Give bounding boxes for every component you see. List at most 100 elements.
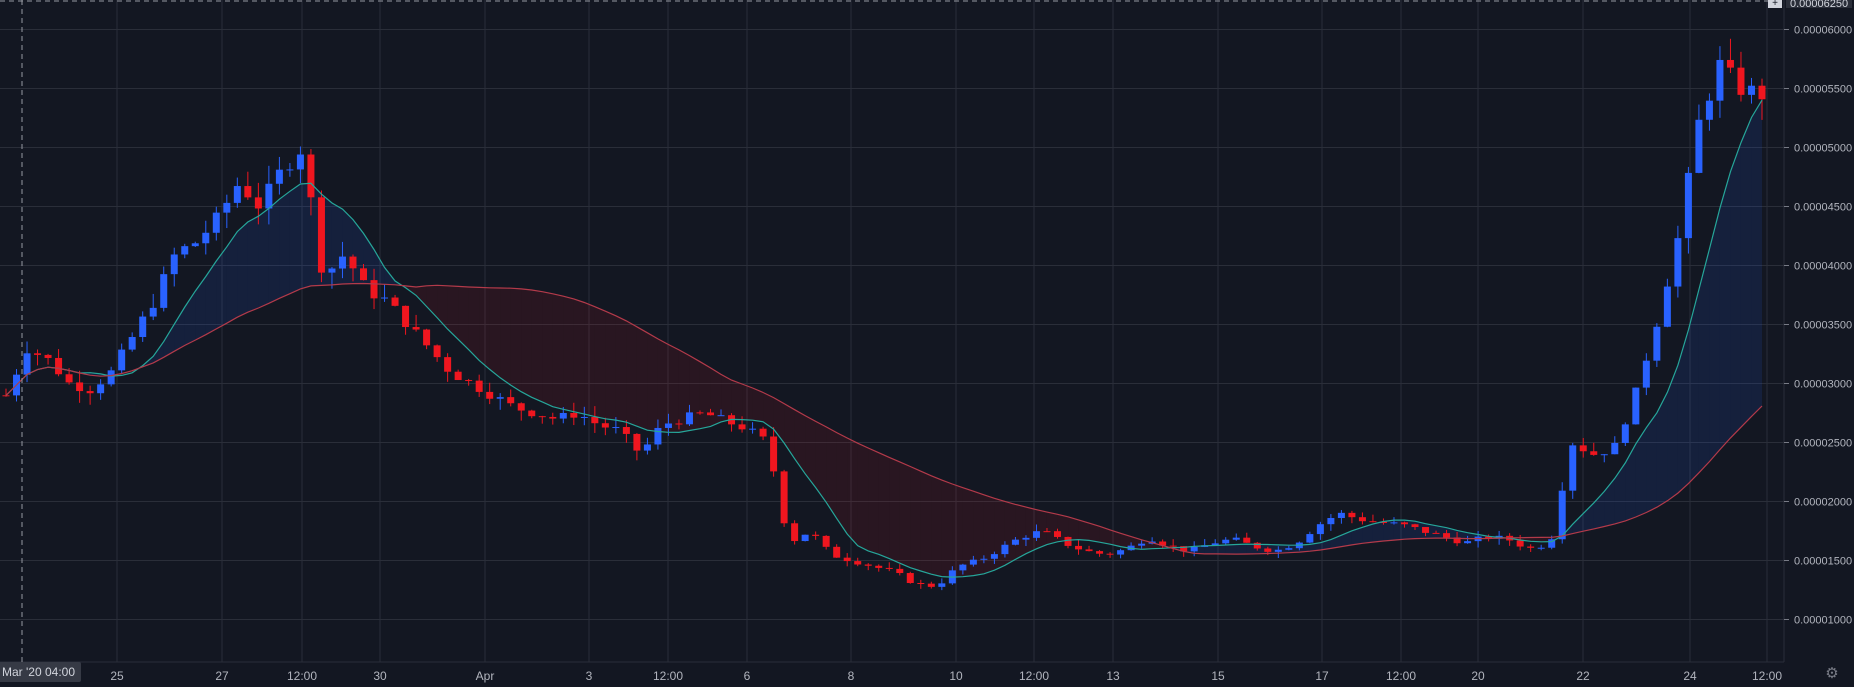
candle-body [486,391,494,399]
candle-body [1043,531,1051,533]
cloud-segment [216,246,227,329]
cloud-segment [563,296,574,412]
cloud-segment [195,276,206,341]
cloud-segment [931,475,942,577]
candle-body [1558,490,1566,540]
cloud-segment [941,480,953,578]
time-axis[interactable]: 25 27 12:00 30 Apr 3 12:00 6 8 10 12:00 13 15 17 12:00… [110,669,1782,683]
candle-body [23,353,31,375]
time-tick-label: 24 [1683,669,1697,683]
candle-body [1253,542,1261,549]
cloud-segment [1730,142,1741,438]
candle-body [1537,547,1545,549]
candle-body [1516,540,1524,547]
candle-body [349,256,357,269]
time-tick-label: 3 [586,669,593,683]
cloud-segment [447,285,459,340]
candle-body [317,197,325,273]
candle-body [34,353,42,355]
candle-body [791,523,799,542]
cloud-segment [1225,544,1237,555]
candle-body [97,384,105,394]
cloud-segment [1330,535,1342,549]
cloud-segment [416,285,427,307]
candle-body [1211,543,1219,546]
cloud-segment [1099,526,1111,545]
cloud-segment [584,302,595,417]
cloud-segment [1341,530,1352,547]
candle-body [202,232,210,244]
add-alert-button[interactable]: + [1768,0,1782,8]
candle-body [549,416,557,419]
candle-body [1737,67,1745,95]
price-tick-label: 0.00002500 [1794,438,1852,450]
gear-icon[interactable]: ⚙ [1825,664,1839,682]
candle-body [1369,521,1377,523]
chart-grid [0,0,1784,662]
candle-body [360,268,368,281]
cloud-segment [857,443,869,551]
candle-body [580,416,588,418]
cloud-segment [174,307,185,352]
cloud-segment [500,287,511,386]
candle-body [1117,550,1125,555]
candle-body [412,327,420,330]
candle-body [233,186,241,203]
cloud-segment [1530,537,1542,542]
cloud-segment [510,288,522,392]
price-tick-label: 0.00004500 [1794,202,1852,214]
candle-body [475,380,483,392]
cloud-segment [205,260,217,335]
candle-body [959,564,967,571]
candle-body [1180,546,1188,552]
cloud-segment [1120,533,1132,549]
candle-body [1758,85,1766,100]
cloud-segment [247,216,259,313]
cloud-segment [1719,171,1731,450]
candle-body [1674,238,1682,287]
candle-body [896,568,904,574]
cloud-segment [163,324,175,358]
cloud-segment [1625,443,1636,521]
candle-body [191,243,199,247]
candle-body [1485,536,1493,539]
cloud-segment [1646,412,1657,513]
candle-body [559,412,567,419]
cloud-segment [868,448,879,555]
cloud-segment [920,471,932,575]
cloud-segment [1709,208,1720,462]
time-tick-label: 17 [1315,669,1329,683]
candle-body [1285,548,1293,550]
candle-body [1274,549,1282,552]
cloud-segment [626,320,637,427]
candle-body [170,254,178,275]
cloud-segment [1204,545,1216,554]
cloud-segment [826,426,837,519]
candle-body [128,337,136,350]
price-tick-label: 0.00002000 [1794,497,1852,509]
candle-body [738,424,746,430]
candle-body [265,183,273,209]
candle-body [1075,545,1083,550]
candle-body [465,380,473,382]
cloud-segment [794,409,806,474]
candle-body [1464,541,1472,544]
price-axis[interactable]: 0.00001000 0.00001500 0.00002000 0.00002500… [1784,25,1852,627]
candle-body [1695,119,1703,173]
candle-body [528,410,536,417]
candle-body [927,583,935,587]
candle-body [696,412,704,414]
candle-body [1001,544,1009,555]
cloud-segment [1110,529,1121,547]
candle-body [1022,537,1030,540]
cloud-segment [258,208,269,309]
candle-body [517,403,525,411]
candle-body [1379,521,1387,524]
candle-body [1032,531,1040,538]
time-tick-label: 20 [1471,669,1485,683]
time-tick-label: 12:00 [1752,669,1782,683]
candle-body [1390,522,1398,524]
time-tick-label: 12:00 [1386,669,1416,683]
candle-body [1705,100,1713,120]
